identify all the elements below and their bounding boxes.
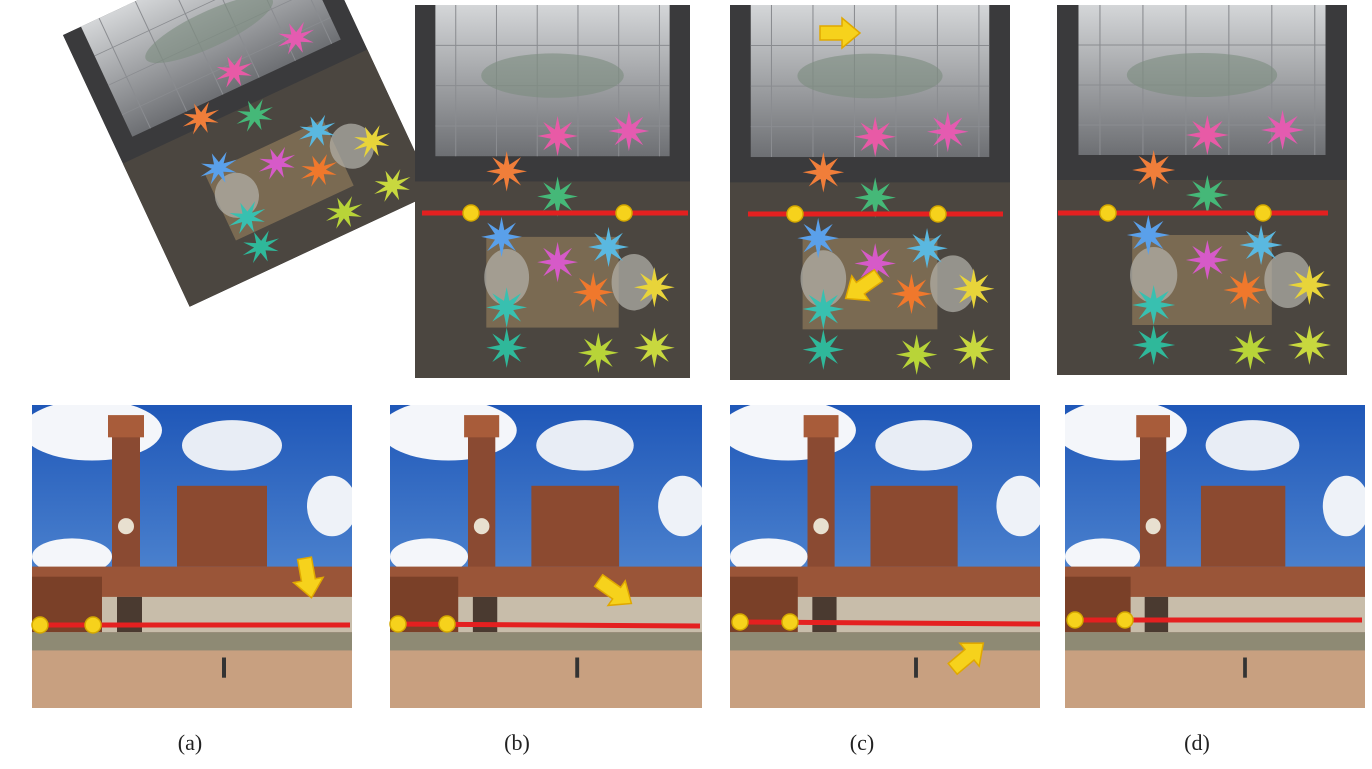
captions: (a) (b) (c) (d) [178, 730, 1210, 755]
caption: (a) [178, 730, 202, 755]
caption: (c) [850, 730, 874, 755]
caption: (b) [504, 730, 530, 755]
caption: (d) [1184, 730, 1210, 755]
